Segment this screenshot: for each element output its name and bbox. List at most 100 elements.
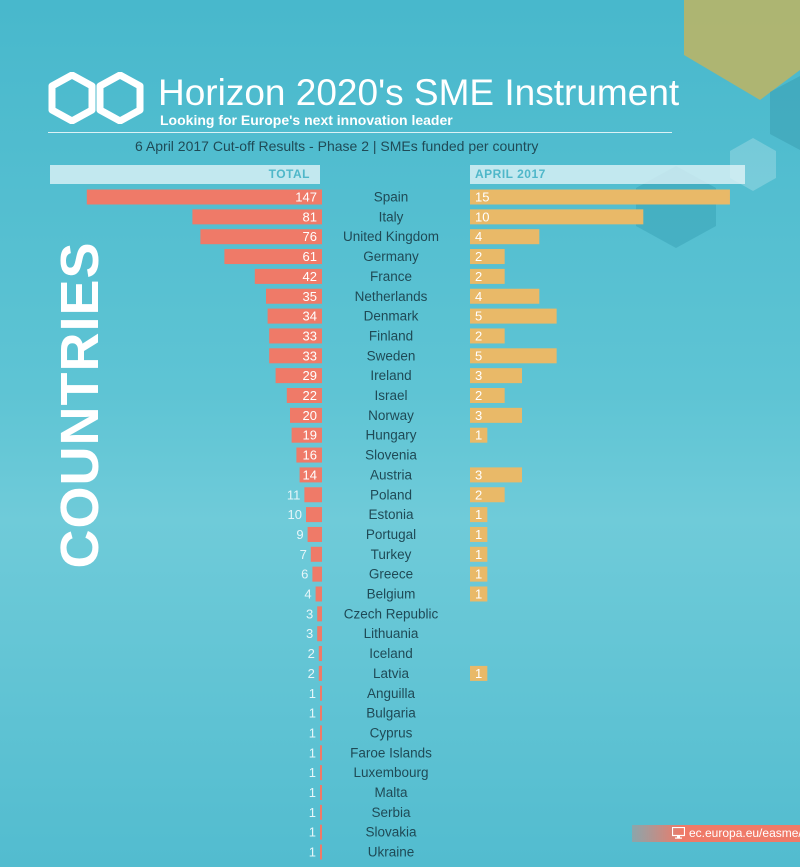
total-header-label: TOTAL — [268, 167, 310, 181]
april-bar — [470, 487, 505, 503]
country-label-anguilla: Anguilla — [367, 686, 416, 701]
total-bar — [320, 725, 322, 741]
april-bar — [470, 566, 488, 582]
total-value-label: 16 — [303, 448, 317, 463]
total-bar — [320, 745, 322, 761]
total-value-label: 147 — [295, 190, 317, 205]
website-badge[interactable]: ec.europa.eu/easme/ — [632, 825, 800, 842]
total-value-label: 22 — [303, 388, 317, 403]
total-bar — [318, 646, 322, 662]
total-value-label: 1 — [309, 825, 316, 840]
country-label-netherlands: Netherlands — [355, 289, 428, 304]
total-bar — [320, 785, 322, 800]
total-value-label: 76 — [303, 229, 317, 244]
total-bar — [320, 844, 322, 860]
header-divider — [48, 132, 672, 133]
total-bar — [307, 526, 322, 542]
total-value-label: 7 — [300, 547, 307, 562]
country-label-germany: Germany — [363, 249, 419, 264]
cutoff-caption: 6 April 2017 Cut-off Results - Phase 2 |… — [135, 138, 539, 154]
april-bar — [470, 348, 557, 364]
country-label-turkey: Turkey — [371, 547, 412, 562]
total-bar — [312, 566, 322, 582]
country-label-portugal: Portugal — [366, 527, 416, 542]
total-bar — [296, 447, 322, 463]
total-bar — [86, 189, 322, 205]
country-label-poland: Poland — [370, 487, 412, 502]
total-bar — [304, 487, 322, 503]
april-bar — [470, 507, 488, 523]
country-label-slovakia: Slovakia — [365, 825, 417, 840]
website-link[interactable]: ec.europa.eu/easme/ — [689, 826, 800, 840]
total-value-label: 1 — [309, 745, 316, 760]
april-bar — [470, 427, 488, 443]
april-bar — [470, 249, 505, 265]
april-value-label: 3 — [475, 408, 482, 423]
total-bar — [192, 209, 322, 225]
april-bar — [470, 586, 488, 602]
total-bar — [290, 407, 322, 423]
country-label-lithuania: Lithuania — [364, 626, 419, 641]
april-bar — [470, 546, 488, 562]
country-label-ukraine: Ukraine — [368, 845, 415, 860]
total-value-label: 2 — [308, 646, 315, 661]
total-bar — [254, 268, 322, 284]
april-column-header: APRIL 2017 — [470, 165, 745, 184]
total-value-label: 1 — [309, 725, 316, 740]
total-value-label: 33 — [303, 348, 317, 363]
total-value-label: 81 — [303, 209, 317, 224]
total-bar — [320, 685, 322, 701]
country-label-bulgaria: Bulgaria — [366, 706, 416, 721]
april-value-label: 2 — [475, 388, 482, 403]
total-value-label: 42 — [303, 269, 317, 284]
total-bar — [269, 348, 322, 364]
total-value-label: 1 — [309, 686, 316, 701]
total-value-label: 11 — [287, 487, 301, 502]
total-value-label: 1 — [309, 765, 316, 780]
april-bar — [470, 388, 505, 403]
april-bar — [470, 526, 488, 542]
country-label-denmark: Denmark — [364, 309, 419, 324]
total-value-label: 3 — [306, 626, 313, 641]
april-value-label: 1 — [475, 587, 482, 602]
country-label-luxembourg: Luxembourg — [353, 765, 428, 780]
total-bar — [318, 665, 322, 681]
total-value-label: 61 — [303, 249, 317, 264]
country-label-norway: Norway — [368, 408, 414, 423]
april-bar — [470, 189, 730, 205]
april-value-label: 5 — [475, 309, 482, 324]
country-label-iceland: Iceland — [369, 646, 413, 661]
country-label-italy: Italy — [379, 209, 404, 224]
total-bar — [266, 288, 322, 304]
april-bar — [470, 268, 505, 284]
april-value-label: 1 — [475, 428, 482, 443]
april-value-label: 3 — [475, 368, 482, 383]
total-value-label: 3 — [306, 606, 313, 621]
page-title: Horizon 2020's SME Instrument — [158, 72, 680, 113]
april-value-label: 1 — [475, 507, 482, 522]
total-bar — [315, 586, 322, 602]
april-bar — [470, 407, 522, 423]
country-label-cyprus: Cyprus — [370, 725, 413, 740]
total-value-label: 34 — [303, 309, 317, 324]
april-value-label: 2 — [475, 249, 482, 264]
total-bar — [224, 249, 322, 265]
country-label-malta: Malta — [374, 785, 408, 800]
total-bar — [306, 507, 322, 523]
total-value-label: 2 — [308, 666, 315, 681]
country-label-france: France — [370, 269, 412, 284]
april-value-label: 2 — [475, 328, 482, 343]
country-label-serbia: Serbia — [371, 805, 411, 820]
total-bar — [269, 328, 322, 344]
april-value-label: 1 — [475, 567, 482, 582]
april-bar — [470, 368, 522, 384]
total-bar — [299, 467, 322, 483]
monitor-icon — [672, 827, 685, 839]
horizon-logo — [48, 72, 144, 124]
april-bar — [470, 467, 522, 483]
april-value-label: 10 — [475, 209, 489, 224]
total-bar — [317, 606, 322, 622]
april-value-label: 1 — [475, 666, 482, 681]
total-bar — [200, 229, 322, 245]
total-bar — [291, 427, 322, 443]
